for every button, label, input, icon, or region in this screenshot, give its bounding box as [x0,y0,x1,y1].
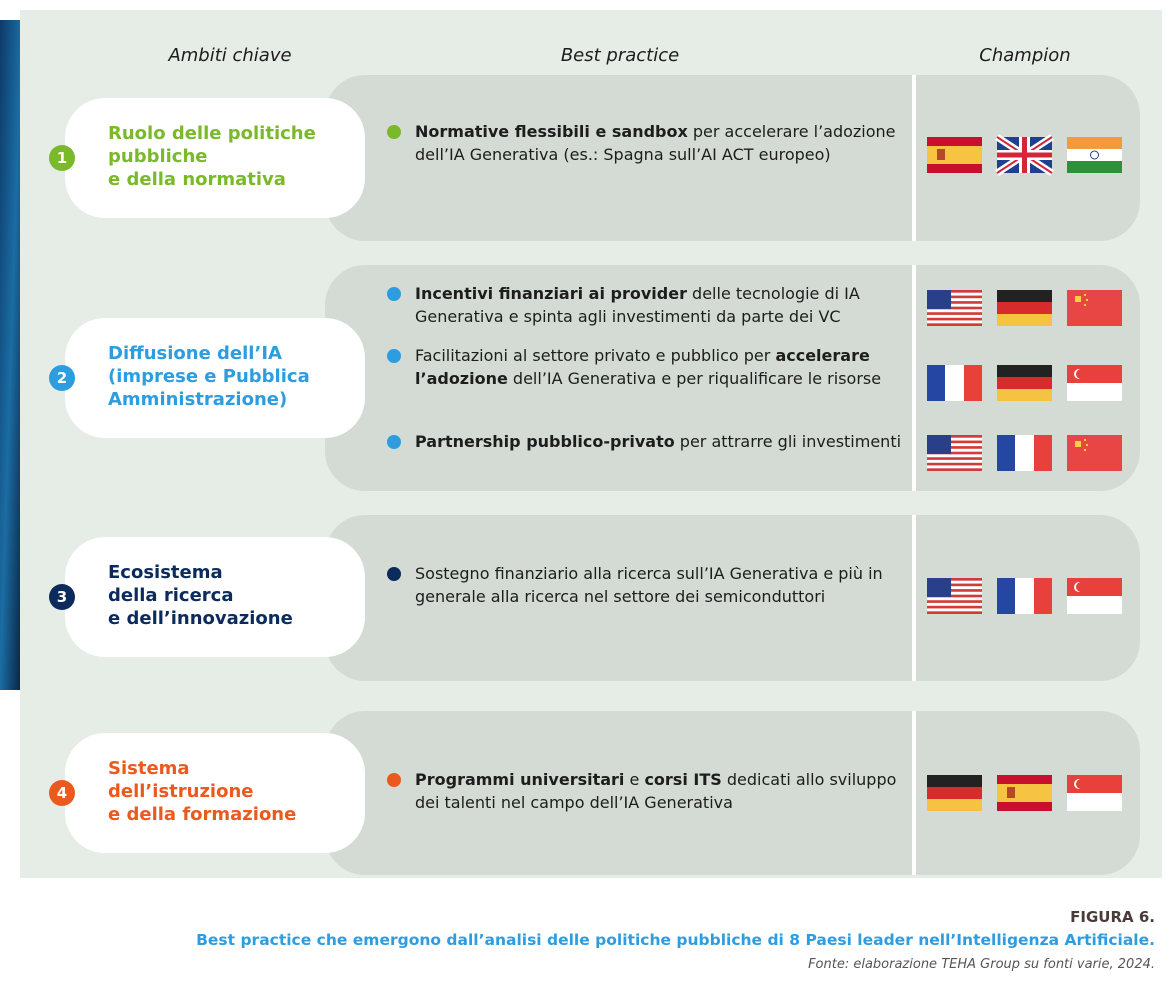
divider [912,265,916,491]
figure-title: Best practice che emergono dall’analisi … [196,931,1155,949]
practice-text: Partnership pubblico-privato [415,432,675,451]
area-title: Sistema [108,758,190,779]
flag [927,137,982,173]
bullet [387,287,401,301]
flag [1067,775,1122,811]
bullet [387,435,401,449]
area-title: dell’istruzione [108,781,254,802]
practice-text: accelerare l’adozione [415,346,876,388]
flag [997,435,1052,471]
practice-text: Programmi universitari [415,770,625,789]
divider [912,515,916,681]
flag [997,290,1052,326]
area-card [65,318,365,438]
area-title: pubbliche [108,146,208,167]
practice-text: Facilitazioni al settore privato e pubbl… [415,346,776,365]
column-header: Best practice [560,45,680,66]
row-number: 4 [49,780,75,806]
row-number: 3 [49,584,75,610]
column-header: Ambiti chiave [168,45,292,66]
area-title: e della formazione [108,804,297,825]
practice-text: delle tecnologie di IA Generativa e spin… [415,284,865,326]
bullet [387,567,401,581]
practice-text: dell’IA Generativa e per riqualificare l… [507,369,882,388]
column-header: Champion [979,45,1071,66]
bullet [387,349,401,363]
flag [927,290,982,326]
practice-text: Incentivi finanziari ai provider [415,284,687,303]
practice: Normative flessibili e sandbox per accel… [415,120,905,166]
practice-text: Sostegno finanziario alla ricerca sull’I… [415,564,888,606]
flag [1067,137,1122,173]
area-title: e della normativa [108,169,286,190]
practice-text: e [624,770,645,789]
area-title: Amministrazione) [108,389,288,410]
practice-text: per accelerare l’adozione dell’IA Genera… [415,122,901,164]
row-number: 1 [49,145,75,171]
flag [997,775,1052,811]
area-card [65,537,365,657]
area-title: Diffusione dell’IA [108,343,282,364]
practice: Sostegno finanziario alla ricerca sull’I… [415,562,905,608]
area-title: Ruolo delle politiche [108,123,316,144]
area-title: Ecosistema [108,562,223,583]
row-band [325,75,1140,241]
flag [927,775,982,811]
row-band [325,711,1140,875]
divider [912,75,916,241]
flag [1067,365,1122,401]
flag [927,578,982,614]
practice: Incentivi finanziari ai provider delle t… [415,282,905,328]
row-band [325,515,1140,681]
divider [912,711,916,875]
flag [1067,290,1122,326]
figure-source: Fonte: elaborazione TEHA Group su fonti … [808,957,1155,972]
practice-text: corsi ITS [644,770,722,789]
flag [997,578,1052,614]
flag [1067,578,1122,614]
figure-label: FIGURA 6. [1070,908,1155,926]
flag [927,435,982,471]
row-number: 2 [49,365,75,391]
practice-text: per attrarre gli investimenti [674,432,902,451]
area-title: e dell’innovazione [108,608,293,629]
bullet [387,125,401,139]
flag [927,365,982,401]
flag [1067,435,1122,471]
flag [995,134,1054,176]
area-card [65,98,365,218]
practice-text: Normative flessibili e sandbox [415,122,688,141]
area-card [65,733,365,853]
side-image [0,20,22,690]
practice-text: dedicati allo sviluppo dei talenti nel c… [415,770,902,812]
practice: Programmi universitari e corsi ITS dedic… [415,768,905,814]
practice: Facilitazioni al settore privato e pubbl… [415,344,905,390]
area-title: della ricerca [108,585,234,606]
practice: Partnership pubblico-privato per attrarr… [415,430,905,453]
bullet [387,773,401,787]
flag [997,365,1052,401]
area-title: (imprese e Pubblica [108,366,310,387]
